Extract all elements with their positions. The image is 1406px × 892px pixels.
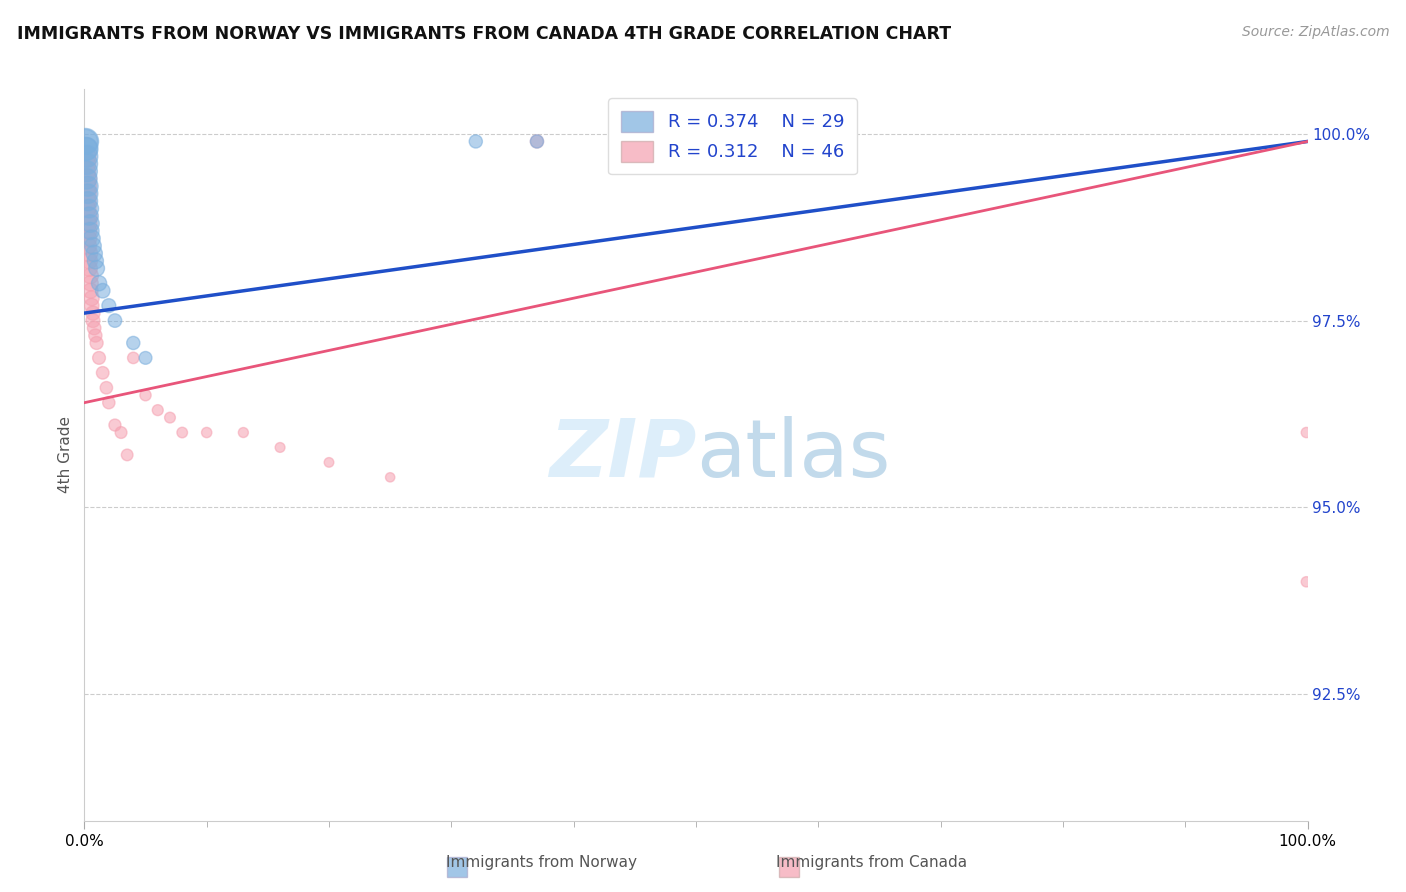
Point [77, 231, 100, 245]
Point [1295, 574, 1317, 589]
Text: IMMIGRANTS FROM NORWAY VS IMMIGRANTS FROM CANADA 4TH GRADE CORRELATION CHART: IMMIGRANTS FROM NORWAY VS IMMIGRANTS FRO… [17, 25, 950, 43]
Point [79, 277, 101, 291]
Point [80, 231, 103, 245]
Point [135, 351, 157, 365]
Text: Immigrants from Norway: Immigrants from Norway [446, 855, 637, 870]
Point [75, 164, 97, 178]
Point [79, 217, 101, 231]
Point [97, 299, 120, 313]
Point [77, 209, 100, 223]
Point [75, 135, 97, 149]
Point [104, 418, 127, 433]
Point [76, 142, 98, 156]
Legend: R = 0.374    N = 29, R = 0.312    N = 46: R = 0.374 N = 29, R = 0.312 N = 46 [609, 98, 858, 174]
Text: ZIP: ZIP [548, 416, 696, 494]
Point [76, 171, 98, 186]
Point [77, 186, 100, 201]
Point [159, 410, 181, 425]
Point [77, 224, 100, 238]
Point [75, 149, 97, 163]
Point [77, 261, 100, 276]
Point [76, 171, 98, 186]
Text: atlas: atlas [696, 416, 890, 494]
Point [110, 425, 132, 440]
Point [86, 261, 108, 276]
Point [77, 217, 100, 231]
Point [77, 239, 100, 253]
Point [82, 313, 104, 327]
Point [526, 135, 548, 149]
Point [232, 425, 254, 440]
Point [77, 194, 100, 209]
Point [380, 470, 402, 484]
Point [526, 135, 548, 149]
Point [76, 179, 98, 194]
Point [77, 209, 100, 223]
Point [75, 135, 97, 149]
Point [75, 157, 97, 171]
Point [77, 202, 100, 216]
Point [76, 202, 98, 216]
Point [464, 135, 486, 149]
Point [86, 335, 108, 350]
Point [83, 246, 105, 260]
Point [807, 135, 830, 149]
Point [83, 321, 105, 335]
Point [146, 403, 169, 417]
Point [76, 157, 98, 171]
Point [76, 149, 98, 163]
Point [115, 448, 138, 462]
Point [104, 313, 127, 327]
Point [91, 284, 114, 298]
Text: Immigrants from Canada: Immigrants from Canada [776, 855, 967, 870]
Point [76, 164, 98, 178]
Point [80, 299, 103, 313]
Point [76, 194, 98, 209]
Point [76, 186, 98, 201]
Point [122, 335, 145, 350]
Point [75, 142, 97, 156]
Point [87, 351, 110, 365]
Point [122, 351, 145, 365]
Point [84, 328, 107, 343]
Point [80, 291, 103, 305]
Point [96, 381, 118, 395]
Point [79, 268, 101, 283]
Point [172, 425, 194, 440]
Point [77, 246, 100, 260]
Text: Source: ZipAtlas.com: Source: ZipAtlas.com [1241, 25, 1389, 39]
Point [79, 284, 101, 298]
Point [84, 253, 107, 268]
Point [77, 253, 100, 268]
Point [82, 306, 104, 320]
Y-axis label: 4th Grade: 4th Grade [58, 417, 73, 493]
Point [97, 395, 120, 409]
Point [318, 455, 340, 469]
Point [1295, 425, 1317, 440]
Point [87, 277, 110, 291]
Point [82, 239, 104, 253]
Point [135, 388, 157, 402]
Point [77, 179, 100, 194]
Point [269, 441, 291, 455]
Point [195, 425, 218, 440]
Point [91, 366, 114, 380]
Point [79, 224, 101, 238]
